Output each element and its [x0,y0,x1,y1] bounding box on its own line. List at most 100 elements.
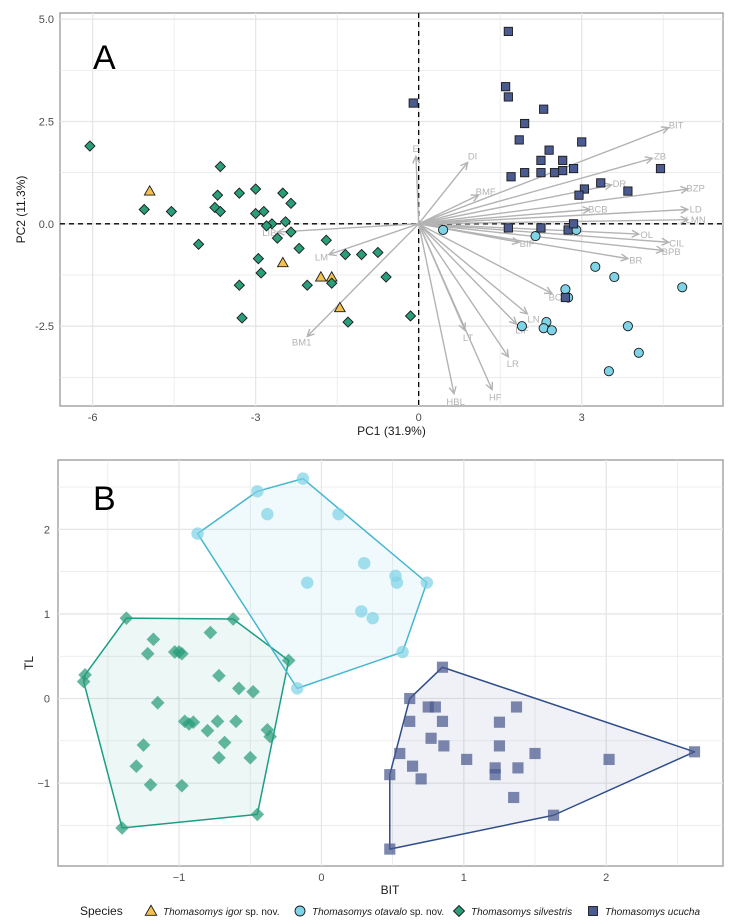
point-otavalo [355,605,368,618]
vector-label: LT [463,333,474,344]
point-ucucha [577,137,587,147]
point-silvestris [320,234,332,246]
point-ucucha [520,118,530,129]
panel-a-x-tick: 0 [416,412,422,424]
point-silvestris [76,674,91,689]
point-igor [333,301,346,313]
loading-vector-bif: BIF [418,223,535,250]
point-ucucha [536,155,546,165]
point-ucucha [384,843,396,855]
point-ucucha [503,223,513,233]
loading-vector-bcb: BCB [418,204,608,225]
point-silvestris [277,187,289,199]
point-silvestris [229,714,243,729]
loading-vector-bm1: BM1 [292,223,420,349]
panel-a-reference-lines [60,13,723,406]
point-silvestris [146,632,161,647]
point-silvestris [339,248,352,261]
point-ucucha [493,740,506,752]
point-ucucha [501,82,511,92]
point-ucucha [520,168,530,178]
point-ucucha [539,104,549,114]
legend-title: Species [80,904,123,918]
legend-marker-ucucha [588,906,598,916]
panel-a-points [84,26,688,377]
legend-label: Thomasomys ucucha [605,907,700,918]
point-silvestris [285,226,297,238]
point-silvestris [279,216,292,228]
point-ucucha [506,172,516,182]
loading-vector-ol: OL [418,223,653,241]
vector-label: ZB [654,152,666,163]
point-otavalo [590,261,601,272]
panel-a-plot-area [59,12,724,407]
point-ucucha [429,701,441,713]
vector-label: BCB [588,204,608,215]
panel-b-tick-labels: −1 0 1 2 −1 0 1 2 [37,524,609,884]
point-otavalo [677,282,688,293]
point-otavalo [261,507,274,521]
point-silvestris [233,279,246,291]
point-ucucha [529,747,541,760]
panel-a-label: A [93,39,116,77]
point-silvestris [212,750,226,765]
point-silvestris [214,160,227,173]
panel-b-hull-plot: −1 0 1 2 −1 0 1 2 B BIT TL [22,459,724,897]
point-ucucha [547,809,560,821]
vector-label: OL [640,230,653,241]
point-ucucha [568,163,579,174]
panel-b-y-axis-title: TL [22,656,36,670]
vector-label: BCO [549,293,570,304]
point-silvestris [119,611,134,625]
point-ucucha [384,769,396,781]
vector-label: BR [629,255,642,266]
point-silvestris [342,316,354,328]
point-ucucha [623,186,633,196]
point-igor [276,256,289,268]
panel-a-y-tick: -2.5 [35,321,54,333]
loading-vector-lm: LM [315,223,419,264]
vector-label: HF [489,392,502,403]
legend-marker-igor [144,904,158,916]
point-silvestris [258,205,270,218]
vector-label: LIB [262,228,276,239]
vector-label: BM1 [292,338,312,349]
point-ucucha [461,753,473,766]
point-otavalo [622,321,633,332]
point-silvestris [136,738,151,752]
panel-a-x-tick: -6 [88,412,98,424]
point-ucucha [415,773,427,785]
panel-a-y-tick: 2.5 [39,116,54,128]
point-ucucha [655,163,666,174]
point-silvestris [226,612,240,626]
point-silvestris [210,714,225,729]
species-legend: Species Thomasomys igor sp. nov. Thomasom… [80,904,700,918]
loading-vector-ln: LN [418,223,540,325]
point-silvestris [249,183,262,195]
point-silvestris [186,715,201,730]
point-silvestris [143,777,158,792]
point-ucucha [408,98,418,108]
point-otavalo [251,485,264,498]
point-ucucha [406,760,419,772]
vector-label: E [412,144,418,155]
loading-vector-e: E [412,144,421,224]
panel-a-x-tick: -3 [251,412,261,424]
point-ucucha [558,155,568,165]
point-otavalo [516,321,527,332]
point-ucucha [514,135,524,145]
vector-label: HBL [446,397,464,408]
vector-label: LMN [686,215,706,226]
point-ucucha [512,762,524,774]
point-silvestris [140,646,155,661]
point-igor [314,270,327,282]
point-ucucha [436,715,449,727]
point-ucucha [536,168,546,178]
loading-vector-bzp: BZP [418,184,705,225]
panel-b-y-tick: −1 [37,778,50,790]
loading-vector-lib: LIB [262,223,419,239]
loading-vector-cil: CIL [418,223,684,249]
loading-vector-hbl: HBL [417,223,465,408]
point-silvestris [250,807,265,822]
